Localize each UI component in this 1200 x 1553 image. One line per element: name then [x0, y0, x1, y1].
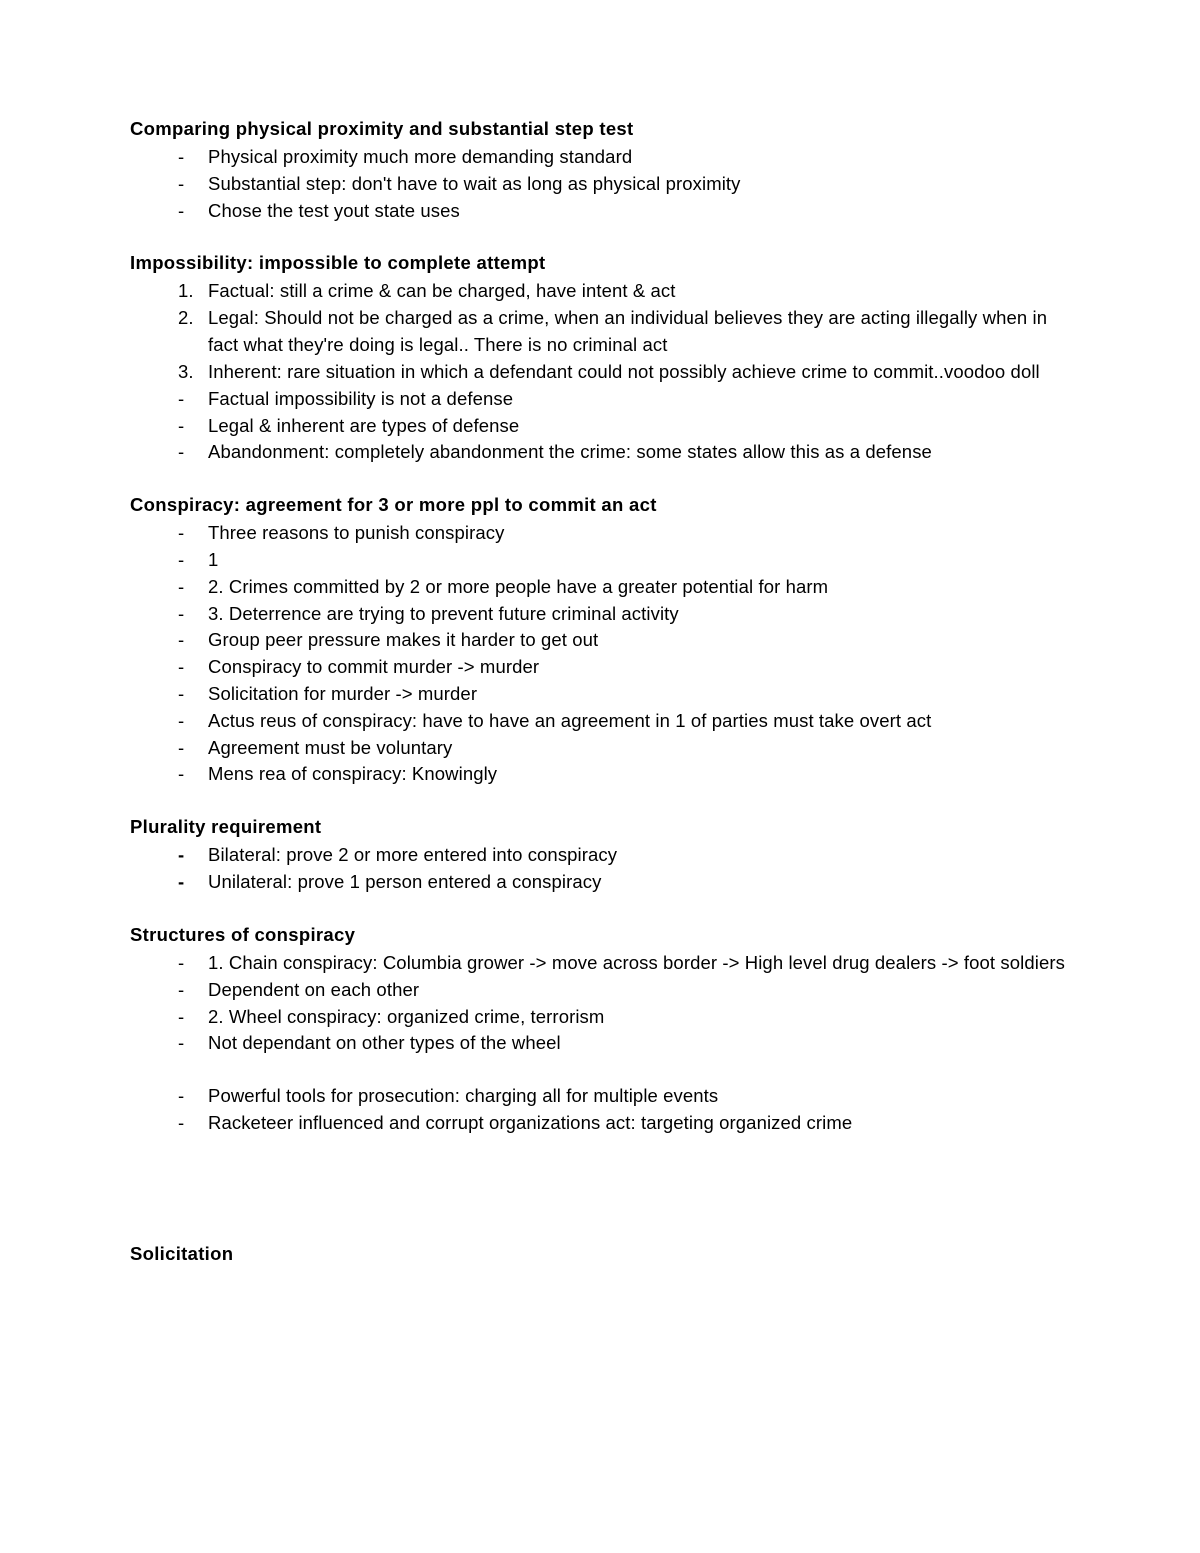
- list-item: Mens rea of conspiracy: Knowingly: [178, 761, 1070, 788]
- list-item: Unilateral: prove 1 person entered a con…: [178, 869, 1070, 896]
- heading: Conspiracy: agreement for 3 or more ppl …: [130, 494, 1070, 516]
- heading: Plurality requirement: [130, 816, 1070, 838]
- section-plurality: Plurality requirement Bilateral: prove 2…: [130, 816, 1070, 896]
- list: Factual: still a crime & can be charged,…: [178, 278, 1070, 466]
- heading: Comparing physical proximity and substan…: [130, 118, 1070, 140]
- list-item: Three reasons to punish conspiracy: [178, 520, 1070, 547]
- list-item: Inherent: rare situation in which a defe…: [178, 359, 1070, 386]
- spacer: [130, 1057, 1070, 1083]
- document-page: Comparing physical proximity and substan…: [0, 0, 1200, 1553]
- list-item: Factual impossibility is not a defense: [178, 386, 1070, 413]
- list-item: Racketeer influenced and corrupt organiz…: [178, 1110, 1070, 1137]
- list-item: Conspiracy to commit murder -> murder: [178, 654, 1070, 681]
- section-conspiracy: Conspiracy: agreement for 3 or more ppl …: [130, 494, 1070, 788]
- list-item: Legal: Should not be charged as a crime,…: [178, 305, 1070, 359]
- list-item: Chose the test yout state uses: [178, 198, 1070, 225]
- spacer: [130, 1165, 1070, 1243]
- heading: Impossibility: impossible to complete at…: [130, 252, 1070, 274]
- list-item: Powerful tools for prosecution: charging…: [178, 1083, 1070, 1110]
- section-physical-proximity: Comparing physical proximity and substan…: [130, 118, 1070, 224]
- list: 1. Chain conspiracy: Columbia grower -> …: [178, 950, 1070, 1057]
- list-item: Agreement must be voluntary: [178, 735, 1070, 762]
- list-item: Factual: still a crime & can be charged,…: [178, 278, 1070, 305]
- list-item: 3. Deterrence are trying to prevent futu…: [178, 601, 1070, 628]
- list-item: Bilateral: prove 2 or more entered into …: [178, 842, 1070, 869]
- list-item: Abandonment: completely abandonment the …: [178, 439, 1070, 466]
- list-item: 1: [178, 547, 1070, 574]
- heading: Structures of conspiracy: [130, 924, 1070, 946]
- list-item: 2. Crimes committed by 2 or more people …: [178, 574, 1070, 601]
- list-item: 2. Wheel conspiracy: organized crime, te…: [178, 1004, 1070, 1031]
- list-item: 1. Chain conspiracy: Columbia grower -> …: [178, 950, 1070, 977]
- list-item: Physical proximity much more demanding s…: [178, 144, 1070, 171]
- list: Physical proximity much more demanding s…: [178, 144, 1070, 224]
- list-item: Solicitation for murder -> murder: [178, 681, 1070, 708]
- section-impossibility: Impossibility: impossible to complete at…: [130, 252, 1070, 466]
- list-item: Not dependant on other types of the whee…: [178, 1030, 1070, 1057]
- heading: Solicitation: [130, 1243, 1070, 1265]
- list: Bilateral: prove 2 or more entered into …: [178, 842, 1070, 896]
- section-solicitation: Solicitation: [130, 1243, 1070, 1265]
- list: Three reasons to punish conspiracy 1 2. …: [178, 520, 1070, 788]
- list-item: Legal & inherent are types of defense: [178, 413, 1070, 440]
- list-item: Dependent on each other: [178, 977, 1070, 1004]
- list-item: Substantial step: don't have to wait as …: [178, 171, 1070, 198]
- list-item: Actus reus of conspiracy: have to have a…: [178, 708, 1070, 735]
- list: Powerful tools for prosecution: charging…: [178, 1083, 1070, 1137]
- list-item: Group peer pressure makes it harder to g…: [178, 627, 1070, 654]
- section-structures: Structures of conspiracy 1. Chain conspi…: [130, 924, 1070, 1137]
